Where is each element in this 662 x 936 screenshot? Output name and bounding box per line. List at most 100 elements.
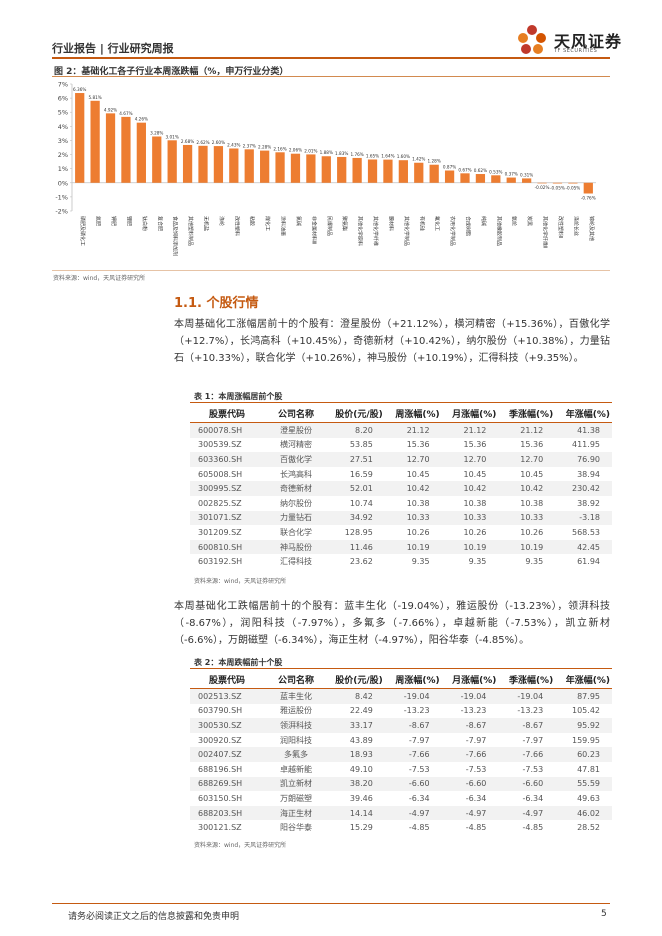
table-cell: -6.60 <box>498 776 556 792</box>
table-cell: 95.92 <box>555 718 612 733</box>
table-cell: 12.70 <box>441 452 499 467</box>
table-cell: -4.85 <box>441 820 499 835</box>
table-cell: 301209.SZ <box>190 525 264 540</box>
table-cell: 87.95 <box>555 688 612 704</box>
table1-title: 表 1：本周涨幅居前个股 <box>194 392 283 401</box>
chart-bar <box>321 156 331 183</box>
table-cell: 603360.SH <box>190 452 264 467</box>
table-cell: -7.97 <box>498 732 556 748</box>
table-cell: -6.34 <box>441 791 499 806</box>
data-label: 0.37% <box>505 172 518 177</box>
column-header: 股价(元/股) <box>328 404 385 423</box>
table-cell: 49.10 <box>328 761 385 777</box>
table-cell: 42.45 <box>555 539 612 555</box>
footer-disclaimer: 请务必阅读正文之后的信息披露和免责申明 <box>68 912 240 922</box>
y-tick-label: 4% <box>58 123 68 131</box>
category-label: 食品及饲料添加剂 <box>172 216 179 256</box>
figure-title-divider <box>52 76 610 77</box>
table1-source: 资料来源：wind，天风证券研究所 <box>194 578 287 585</box>
category-label: 有机硅 <box>418 216 425 231</box>
column-header: 股票代码 <box>190 670 264 689</box>
category-label: 钾肥 <box>110 216 117 226</box>
data-label: 0.53% <box>489 169 502 174</box>
table-cell: 300121.SZ <box>190 820 264 835</box>
data-label: 5.81% <box>88 95 101 100</box>
category-label: 氟化工 <box>434 216 441 231</box>
table-cell: 230.42 <box>555 481 612 496</box>
table-header-row: 股票代码 公司名称 股价(元/股) 周涨幅(%) 月涨幅(%) 季涨幅(%) 年涨幅(%) <box>190 404 612 423</box>
category-label: 聚氨酯 <box>341 216 348 231</box>
data-label: 2.06% <box>289 148 302 153</box>
column-header: 公司名称 <box>264 404 328 423</box>
table-row: 301209.SZ 联合化学 128.95 10.26 10.26 10.26 568.53 <box>190 525 612 540</box>
table-cell: 16.59 <box>328 466 385 482</box>
data-label: -0.76% <box>581 196 596 201</box>
table-cell: -4.97 <box>384 805 442 821</box>
data-label: 6.36% <box>73 87 86 92</box>
category-label: 锂肥 <box>125 216 132 226</box>
table-cell: 15.29 <box>328 820 385 835</box>
table-cell: 300995.SZ <box>190 481 264 496</box>
table-cell: -6.60 <box>441 776 499 792</box>
category-label: 其他化学制品 <box>403 216 410 246</box>
chart-bar <box>552 182 563 184</box>
table-cell: 18.93 <box>328 747 385 762</box>
table-cell: -6.60 <box>384 776 442 792</box>
chart-bar <box>152 136 162 183</box>
table-cell: 60.23 <box>555 747 612 762</box>
table-cell: 688269.SH <box>190 776 264 792</box>
bar-chart: 7% 6% 5% 4% 3% 2% 1% 0% -1% -2% 6.36% 磷肥及磷化工 5.81% 氮肥… <box>55 81 596 256</box>
table-cell: 阳谷华泰 <box>264 820 328 835</box>
data-label: 2.37% <box>243 143 256 148</box>
table-cell: 43.89 <box>328 732 385 748</box>
table-cell: 22.49 <box>328 703 385 719</box>
table-cell: 002513.SZ <box>190 688 264 704</box>
data-label: 0.62% <box>474 168 487 173</box>
chart-bar <box>475 174 486 183</box>
table-cell: 10.45 <box>498 466 556 482</box>
category-label: 合成树脂 <box>465 216 472 236</box>
table-cell: -7.97 <box>384 732 442 748</box>
table-cell: 411.95 <box>555 437 612 453</box>
data-label: -0.05% <box>550 185 565 190</box>
chart-bar <box>367 159 378 183</box>
data-label: 1.28% <box>428 159 441 164</box>
table2-source: 资料来源：wind，天风证券研究所 <box>194 842 287 849</box>
table-cell: 28.52 <box>555 820 612 835</box>
table-cell: 卓越新能 <box>264 761 328 777</box>
data-label: -0.02% <box>535 185 550 190</box>
table-cell: 10.45 <box>441 466 499 482</box>
table-cell: 38.92 <box>555 495 612 511</box>
chart-bar <box>537 182 547 184</box>
table-cell: 凯立新材 <box>264 776 328 792</box>
y-tick-label: -1% <box>55 193 68 201</box>
data-label: 0.67% <box>458 167 471 172</box>
table-cell: 21.12 <box>384 422 442 438</box>
table-cell: 21.12 <box>498 422 556 438</box>
y-tick-label: 7% <box>58 81 68 89</box>
table-cell: 10.33 <box>441 510 499 526</box>
table-cell: 301071.SZ <box>190 510 264 526</box>
category-label: 炭黑 <box>526 216 533 226</box>
table-cell: 9.35 <box>498 554 556 569</box>
table-cell: 15.36 <box>441 437 499 453</box>
table-cell: 300539.SZ <box>190 437 264 453</box>
y-tick-label: -2% <box>55 208 68 216</box>
table-cell: 38.94 <box>555 466 612 482</box>
category-label: 涤纶长丝 <box>572 216 579 236</box>
data-label: 2.62% <box>196 140 209 145</box>
table-cell: -13.23 <box>498 703 556 719</box>
table-cell: 34.92 <box>328 510 385 526</box>
data-label: 0.87% <box>443 165 456 170</box>
table-row: 603192.SH 汇得科技 23.62 9.35 9.35 9.35 61.94 <box>190 554 612 569</box>
category-label: 煤化工 <box>264 216 271 231</box>
table-cell: 47.81 <box>555 761 612 777</box>
table-row: 300121.SZ 阳谷华泰 15.29 -4.85 -4.85 -4.85 28.52 <box>190 820 612 835</box>
table-row: 603360.SH 百傲化学 27.51 12.70 12.70 12.70 76.90 <box>190 452 612 467</box>
table-cell: 10.42 <box>441 481 499 496</box>
y-tick-label: 5% <box>58 109 68 117</box>
table-cell: 41.38 <box>555 422 612 438</box>
chart-bar <box>444 170 455 183</box>
category-label: 非金属材料Ⅲ <box>310 216 317 244</box>
figure-title: 图 2：基础化工各子行业本周涨跌幅（%，申万行业分类） <box>54 67 289 77</box>
